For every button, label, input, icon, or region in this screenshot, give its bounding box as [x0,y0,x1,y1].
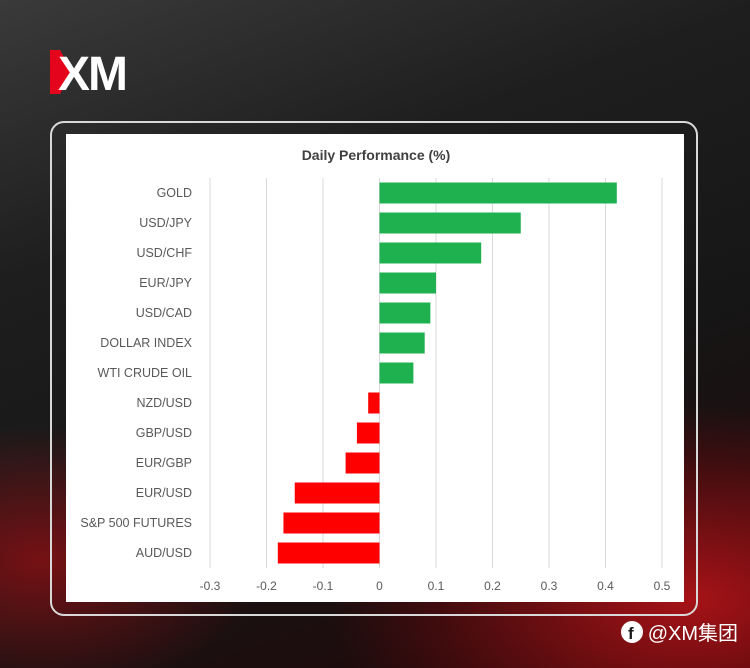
bar [345,452,380,474]
category-label: USD/CHF [136,246,192,260]
chart-area: Daily Performance (%) GOLD USD/JPY USD/CHF… [66,134,684,602]
chart-frame [50,121,698,616]
category-label: GOLD [157,186,192,200]
x-tick-label: 0.5 [654,579,671,593]
footer-social[interactable]: f @XM集团 [620,617,738,646]
category-label: AUD/USD [136,546,192,560]
bar [368,392,380,414]
bar [379,182,617,204]
bar [379,212,521,234]
x-tick-label: 0.2 [484,579,501,593]
social-handle: @XM集团 [647,623,738,645]
facebook-icon: f [620,620,643,643]
x-tick-label: 0.1 [428,579,445,593]
category-label: USD/CAD [136,306,192,320]
x-tick-label: -0.2 [256,579,277,593]
bar [379,332,425,354]
category-label: EUR/GBP [136,456,192,470]
chart-title: Daily Performance (%) [302,147,451,163]
x-tick-label: 0.3 [541,579,558,593]
logo-text: XM [58,50,126,94]
x-tick-label: -0.1 [313,579,334,593]
x-tick-label: 0.4 [597,579,614,593]
bar [379,242,482,264]
category-label: WTI CRUDE OIL [98,366,192,380]
category-label: EUR/USD [136,486,192,500]
bar [277,542,380,564]
category-label: S&P 500 FUTURES [80,516,192,530]
bar [294,482,380,504]
logo-accent-chevron [50,50,72,94]
bar [379,362,414,384]
bar-chart: Daily Performance (%) GOLD USD/JPY USD/CHF… [80,147,671,593]
category-label: DOLLAR INDEX [100,336,192,350]
category-label: GBP/USD [136,426,192,440]
bar [356,422,380,444]
category-label: NZD/USD [136,396,192,410]
xm-logo: XM [50,50,156,94]
bar [283,512,380,534]
svg-text:f: f [628,624,634,643]
bar [379,302,431,324]
x-tick-label: 0 [376,579,383,593]
x-tick-label: -0.3 [200,579,221,593]
category-label: USD/JPY [139,216,192,230]
category-label: EUR/JPY [139,276,192,290]
bar [379,272,436,294]
